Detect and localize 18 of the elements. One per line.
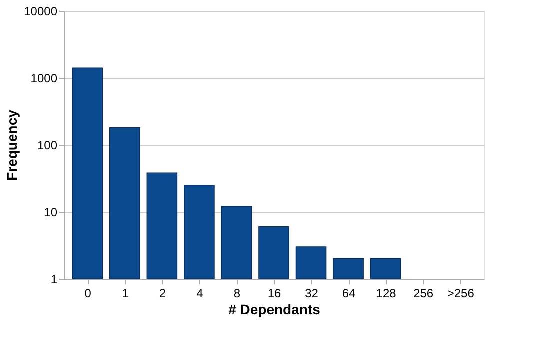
x-tick-label: 128 bbox=[376, 286, 397, 300]
y-tick-label: 100 bbox=[37, 138, 58, 152]
y-axis-title: Frequency bbox=[4, 110, 20, 181]
x-tick-label: 2 bbox=[159, 286, 166, 300]
x-tick-label: 256 bbox=[414, 286, 434, 300]
x-tick-label: 64 bbox=[342, 286, 356, 300]
x-tick-label: 8 bbox=[234, 286, 241, 300]
x-tick-label: 0 bbox=[84, 286, 92, 300]
x-tick-label: 4 bbox=[196, 286, 204, 300]
x-tick-label: >256 bbox=[447, 286, 475, 300]
x-axis-title: # Dependants bbox=[228, 302, 321, 318]
y-tick-label: 10 bbox=[44, 206, 58, 220]
y-tick-label: 1000 bbox=[30, 72, 58, 86]
x-tick-label: 1 bbox=[122, 286, 130, 300]
y-tick-label: 10000 bbox=[24, 4, 58, 18]
y-tick-label: 1 bbox=[50, 272, 58, 286]
x-tick-label: 16 bbox=[268, 286, 282, 300]
x-tick-label: 32 bbox=[305, 286, 319, 300]
